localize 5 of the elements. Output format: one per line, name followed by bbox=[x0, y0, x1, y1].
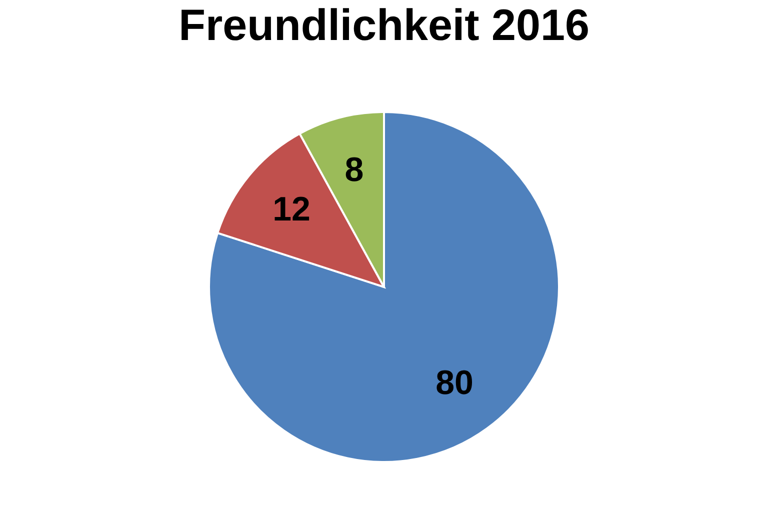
data-label: 12 bbox=[272, 190, 310, 229]
chart-title: Freundlichkeit 2016 bbox=[178, 1, 590, 50]
data-label: 80 bbox=[436, 364, 474, 402]
data-label: 8 bbox=[344, 150, 364, 189]
pie-slice bbox=[208, 111, 560, 463]
